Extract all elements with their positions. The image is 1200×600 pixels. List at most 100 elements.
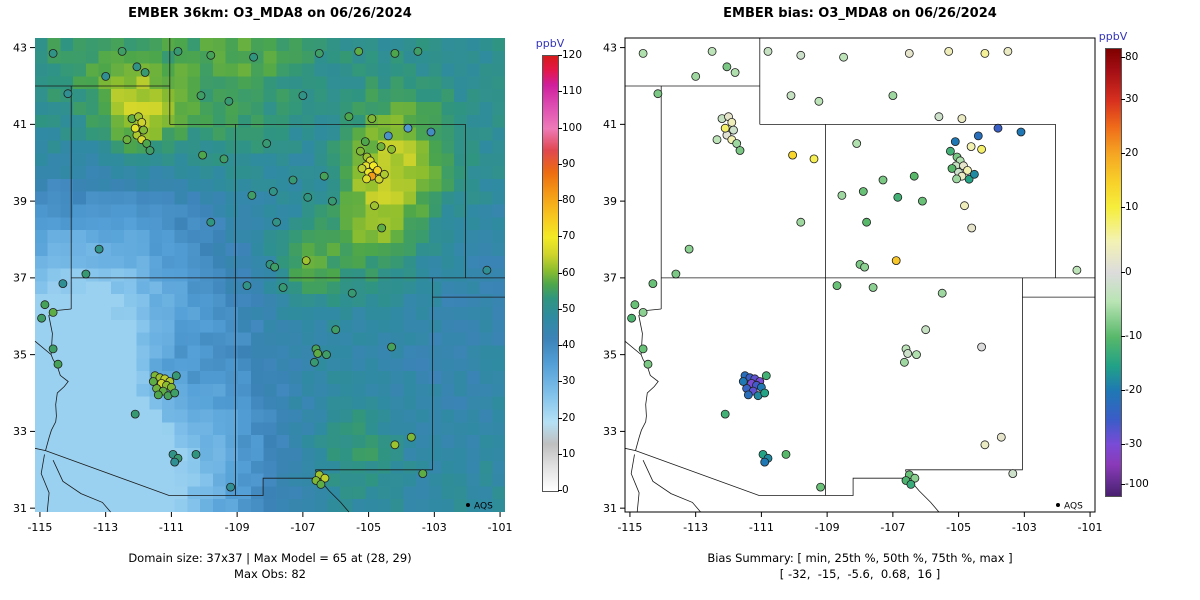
colorbar-tick-label: -100 <box>1125 477 1149 490</box>
bias-point <box>722 62 732 72</box>
colorbar-tick <box>558 236 562 238</box>
bias-point <box>839 52 849 62</box>
obs-point <box>390 440 400 450</box>
bias-point <box>977 342 987 352</box>
obs-point <box>206 50 216 60</box>
colorbar-tick-label: -20 <box>1125 383 1143 396</box>
bias-point <box>910 473 920 483</box>
obs-point <box>379 169 389 179</box>
obs-point <box>322 350 331 360</box>
colorbar-tick-label: 70 <box>562 230 576 243</box>
bias-point <box>763 47 773 56</box>
obs-point <box>40 300 50 310</box>
y-tick-label: 43 <box>603 41 617 54</box>
colorbar-tick <box>558 127 562 129</box>
bias-colorbar <box>1105 48 1122 497</box>
right-map: -115 -113 -111 -109 -107 -105 -103 -101 31 33 35 37… <box>603 37 1103 534</box>
colorbar-tick <box>1121 153 1125 155</box>
y-tick-label: 31 <box>13 502 27 515</box>
obs-point <box>117 47 127 56</box>
obs-point <box>344 112 354 122</box>
colorbar-tick <box>1121 443 1125 445</box>
bias-point <box>957 114 967 123</box>
bias-point <box>963 165 972 175</box>
bias-point <box>860 262 870 272</box>
colorbar-tick <box>1121 483 1125 485</box>
obs-point <box>482 265 492 275</box>
bias-point <box>788 150 798 160</box>
bias-point <box>814 96 824 106</box>
obs-point <box>247 190 257 200</box>
obs-point <box>355 146 365 156</box>
bias-point <box>917 196 927 206</box>
state-border <box>52 460 111 513</box>
bias-point <box>893 192 903 202</box>
colorbar-tick-label: 10 <box>562 447 576 460</box>
y-tick-label: 31 <box>603 502 617 515</box>
bias-point <box>743 390 753 400</box>
obs-point <box>357 164 367 173</box>
bias-point <box>720 123 730 133</box>
bias-point <box>904 49 914 58</box>
colorbar-tick <box>1121 56 1125 58</box>
colorbar-tick-label: -30 <box>1125 437 1143 450</box>
colorbar-tick <box>1121 271 1125 273</box>
obs-point <box>370 201 379 211</box>
model-map-panel: EMBER 36km: O3_MDA8 on 06/26/2024 -115 -1… <box>13 6 583 581</box>
obs-point <box>309 357 319 367</box>
bias-point <box>996 432 1006 442</box>
y-tick-label: 37 <box>13 272 27 285</box>
bias-point <box>878 175 888 185</box>
obs-point <box>320 473 330 483</box>
bias-point <box>837 190 847 200</box>
obs-point <box>354 47 364 56</box>
conc-colorbar-unit: ppbV <box>535 37 565 50</box>
bias-point <box>796 217 806 227</box>
bias-point <box>858 187 868 196</box>
obs-point <box>314 49 324 58</box>
colorbar-tick <box>558 345 562 346</box>
obs-point <box>48 307 58 317</box>
bias-point <box>1016 127 1026 137</box>
colorbar-tick-label: 120 <box>562 49 583 61</box>
bias-point <box>630 300 640 310</box>
obs-point <box>130 123 140 133</box>
colorbar-tick-label: 20 <box>1125 147 1139 160</box>
right-caption-2: [ -32, -15, -5.6, 0.68, 16 ] <box>779 567 941 581</box>
bias-point <box>735 146 745 155</box>
bias-point <box>980 440 990 450</box>
obs-point <box>406 432 416 442</box>
bias-point <box>862 217 872 227</box>
bias-point <box>912 350 921 360</box>
bias-point <box>868 283 878 292</box>
obs-point <box>37 313 46 323</box>
obs-point <box>94 244 104 254</box>
colorbar-tick <box>1121 206 1125 208</box>
bias-point <box>899 357 909 367</box>
aqs-legend-dot <box>1056 503 1060 507</box>
y-tick-label: 33 <box>603 425 617 438</box>
bias-point <box>691 72 701 81</box>
colorbar-tick <box>558 381 562 383</box>
obs-point <box>347 288 357 298</box>
conc-colorbar <box>542 55 559 492</box>
obs-point <box>262 139 272 148</box>
colorbar-tick <box>558 308 562 310</box>
colorbar-tick <box>1121 99 1125 101</box>
bias-point <box>638 307 648 317</box>
obs-point <box>122 135 132 145</box>
colorbar-tick-label: 20 <box>562 411 576 424</box>
aqs-legend-label: AQS <box>1064 502 1083 512</box>
bias-point <box>816 482 826 492</box>
x-tick-label: -111 <box>159 521 184 534</box>
obs-point <box>413 47 423 56</box>
colorbar-tick <box>1121 389 1125 391</box>
right-caption-1: Bias Summary: [ min, 25th %, 50th %, 75t… <box>707 551 1013 565</box>
y-tick-label: 37 <box>603 272 617 285</box>
obs-point <box>367 114 377 123</box>
bias-map-panel: EMBER bias: O3_MDA8 on 06/26/2024 -115 -1… <box>600 0 1200 600</box>
bias-point <box>891 256 901 266</box>
bias-point <box>1072 265 1082 275</box>
obs-point <box>403 123 413 133</box>
